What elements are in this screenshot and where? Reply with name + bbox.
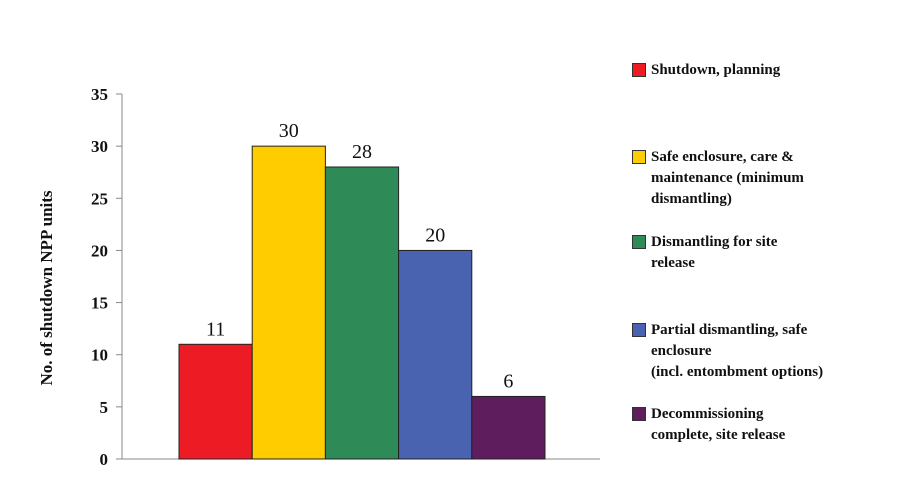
legend-item-safe-enclosure: Safe enclosure, care & maintenance (mini… — [632, 147, 896, 210]
legend-item-decommissioning-complete: Decommissioning complete, site release — [632, 404, 896, 446]
y-axis-title: No. of shutdown NPP units — [37, 190, 56, 385]
bar-2 — [324, 166, 400, 460]
bar-0 — [178, 343, 253, 460]
legend-swatch — [632, 407, 646, 421]
y-tick-label: 30 — [91, 137, 108, 156]
legend-swatch — [632, 150, 646, 164]
bar-1 — [251, 145, 326, 460]
data-label-4: 6 — [503, 370, 513, 392]
legend-swatch — [632, 235, 646, 249]
data-labels: 11 30 28 20 6 — [206, 120, 513, 392]
y-tick-label: 10 — [91, 346, 108, 365]
legend-item-dismantling-site-release: Dismantling for site release — [632, 232, 896, 274]
y-tick-label: 5 — [100, 398, 109, 417]
data-label-2: 28 — [352, 141, 372, 163]
data-label-3: 20 — [425, 224, 445, 246]
y-tick-label: 15 — [91, 294, 108, 313]
legend-label: Safe enclosure, care & maintenance (mini… — [651, 149, 804, 207]
y-tick-label: 0 — [100, 450, 109, 469]
legend-swatch — [632, 63, 646, 77]
legend-swatch — [632, 323, 646, 337]
bar-3 — [398, 249, 473, 460]
data-label-0: 11 — [206, 318, 225, 340]
legend-label: Shutdown, planning — [651, 62, 781, 78]
legend-label: Partial dismantling, safe enclosure (inc… — [651, 322, 824, 380]
legend-item-shutdown-planning: Shutdown, planning — [632, 60, 896, 81]
legend-label: Dismantling for site release — [651, 234, 778, 271]
data-label-1: 30 — [279, 120, 299, 142]
y-tick-label: 35 — [91, 85, 108, 104]
legend-item-partial-dismantling: Partial dismantling, safe enclosure (inc… — [632, 320, 896, 383]
bar-4 — [471, 395, 546, 460]
y-tick-label: 20 — [91, 241, 108, 260]
legend-label: Decommissioning complete, site release — [651, 406, 786, 443]
y-tick-label: 25 — [91, 189, 108, 208]
bars — [178, 145, 546, 460]
